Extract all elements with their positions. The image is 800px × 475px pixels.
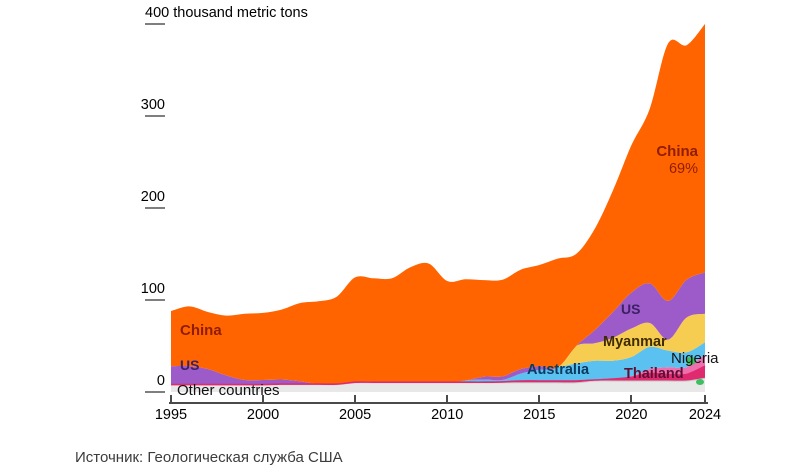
x-tick-label: 2005 (338, 407, 372, 423)
y-tick-dash (145, 23, 165, 25)
x-tick (630, 395, 633, 403)
y-axis-title: 400 thousand metric tons (145, 5, 308, 21)
area-label-china-right: China (656, 143, 698, 160)
y-axis-max-tick: 400 (145, 5, 170, 21)
x-axis-line (169, 402, 708, 404)
x-tick (262, 395, 265, 403)
y-tick-dash (145, 391, 165, 393)
y-axis-unit-label: thousand metric tons (173, 5, 308, 21)
thailand-line (171, 365, 706, 386)
x-tick-label: 2024 (688, 407, 722, 423)
x-tick-label: 2015 (523, 407, 556, 423)
area-label-us-right: US (621, 301, 641, 317)
area-label-us-left: US (180, 357, 200, 373)
area-label-australia: Australia (527, 362, 590, 378)
area-label-china-left: China (180, 322, 222, 339)
y-tick-label: 300 (140, 97, 165, 113)
x-tick (446, 395, 449, 403)
y-tick-dash (145, 299, 165, 301)
x-tick (704, 395, 706, 403)
x-tick (170, 395, 172, 403)
area-label-other-countries: Other countries (177, 382, 280, 399)
area-myanmar (171, 313, 705, 385)
area-us (171, 272, 705, 385)
y-tick-label: 200 (140, 189, 165, 205)
x-tick-label: 2020 (615, 407, 648, 423)
x-tick-label: 2010 (431, 407, 464, 423)
area-label-myanmar: Myanmar (603, 334, 667, 350)
x-tick-label: 2000 (246, 407, 280, 423)
green-accent (686, 357, 696, 365)
area-label-china-share: 69% (668, 161, 698, 177)
area-australia (171, 342, 705, 385)
y-tick-dash (145, 115, 165, 117)
x-tick (354, 395, 357, 403)
area-label-nigeria: Nigeria (671, 350, 719, 367)
area-china (171, 24, 705, 385)
x-tick (538, 395, 541, 403)
area-other-countries (171, 378, 705, 392)
y-tick-label: 0 (156, 373, 165, 389)
x-tick-label: 1995 (154, 407, 188, 423)
area-label-thailand: Thailand (624, 366, 684, 382)
source-note: Источник: Геологическая служба США (75, 449, 343, 466)
y-tick-label: 100 (140, 281, 165, 297)
green-accent (696, 379, 704, 385)
y-tick-dash (145, 207, 165, 209)
